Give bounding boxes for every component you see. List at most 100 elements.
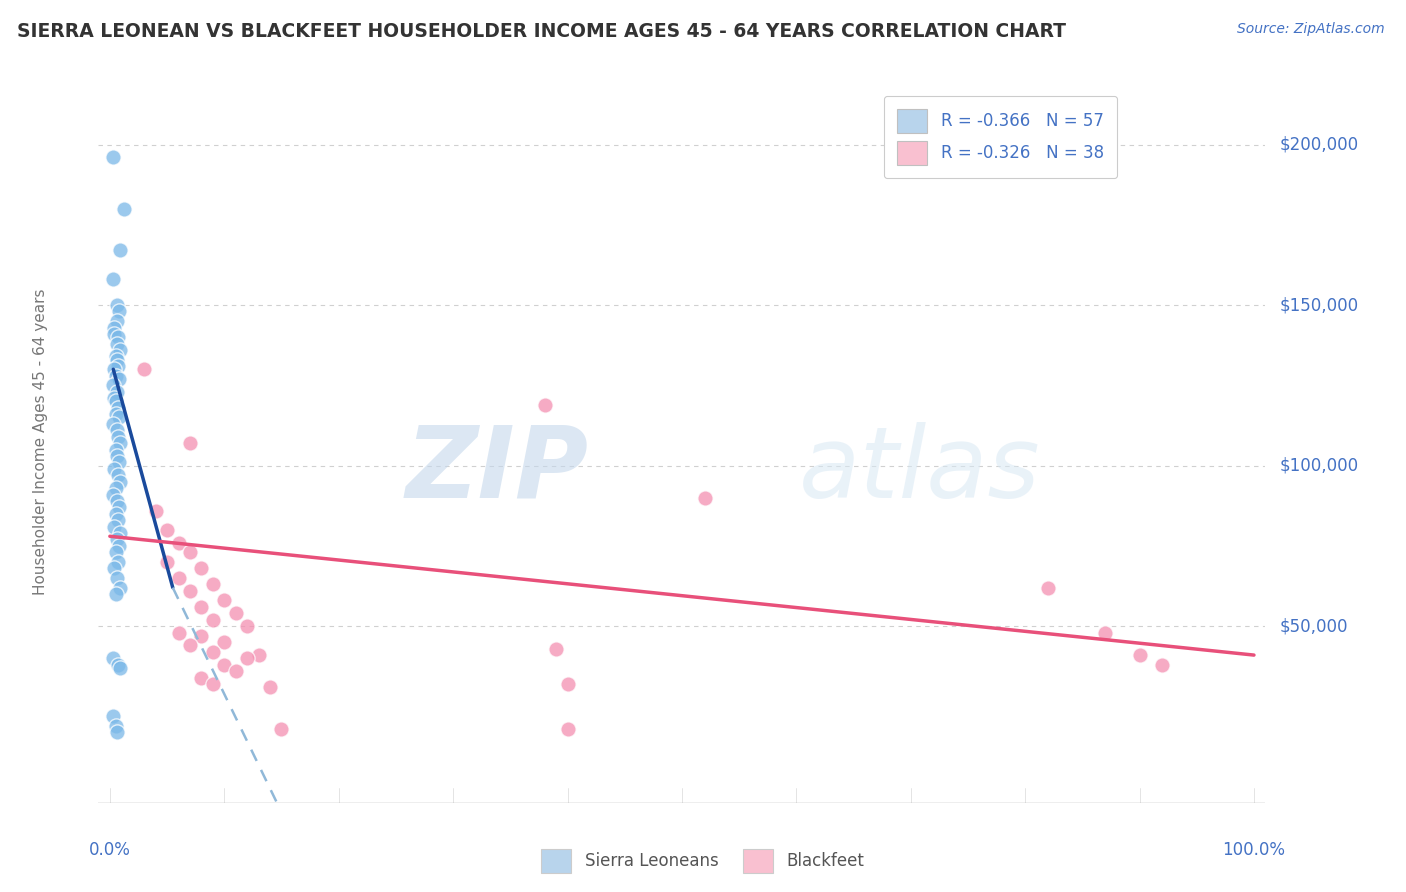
Point — [103, 462, 125, 476]
Point — [214, 593, 236, 607]
Text: Householder Income Ages 45 - 64 years: Householder Income Ages 45 - 64 years — [32, 288, 48, 595]
Point — [107, 657, 129, 672]
Point — [104, 481, 127, 495]
Point — [156, 523, 179, 537]
Point — [108, 244, 131, 258]
Point — [214, 657, 236, 672]
Point — [179, 583, 201, 598]
Point — [108, 581, 131, 595]
Point — [236, 651, 259, 665]
Point — [270, 722, 292, 736]
Point — [179, 436, 201, 450]
Point — [104, 407, 127, 421]
Text: 0.0%: 0.0% — [89, 841, 131, 859]
Text: 100.0%: 100.0% — [1222, 841, 1285, 859]
Point — [105, 298, 128, 312]
Point — [103, 561, 125, 575]
Point — [107, 430, 129, 444]
Point — [105, 533, 128, 547]
Point — [103, 362, 125, 376]
Point — [104, 545, 127, 559]
Point — [179, 639, 201, 653]
Point — [1152, 657, 1174, 672]
Point — [201, 677, 224, 691]
Legend: R = -0.366   N = 57, R = -0.326   N = 38: R = -0.366 N = 57, R = -0.326 N = 38 — [884, 95, 1116, 178]
Point — [1094, 625, 1116, 640]
Point — [108, 343, 131, 357]
Point — [107, 359, 129, 373]
Point — [557, 677, 579, 691]
Point — [105, 352, 128, 367]
Point — [108, 410, 131, 425]
Point — [190, 561, 212, 575]
Legend: Sierra Leoneans, Blackfeet: Sierra Leoneans, Blackfeet — [534, 842, 872, 880]
Point — [544, 641, 567, 656]
Point — [156, 555, 179, 569]
Point — [108, 539, 131, 553]
Point — [103, 320, 125, 334]
Point — [103, 150, 125, 164]
Point — [201, 613, 224, 627]
Point — [103, 417, 125, 431]
Point — [107, 468, 129, 483]
Point — [105, 449, 128, 463]
Point — [105, 336, 128, 351]
Point — [105, 314, 128, 328]
Point — [103, 487, 125, 501]
Point — [103, 272, 125, 286]
Point — [104, 719, 127, 733]
Point — [1036, 581, 1059, 595]
Point — [104, 368, 127, 383]
Point — [107, 513, 129, 527]
Point — [105, 494, 128, 508]
Point — [108, 304, 131, 318]
Point — [201, 645, 224, 659]
Point — [108, 500, 131, 515]
Point — [108, 661, 131, 675]
Point — [105, 423, 128, 437]
Point — [108, 436, 131, 450]
Point — [108, 372, 131, 386]
Point — [145, 503, 167, 517]
Text: $50,000: $50,000 — [1279, 617, 1348, 635]
Point — [105, 571, 128, 585]
Point — [107, 401, 129, 415]
Point — [225, 664, 247, 678]
Point — [103, 391, 125, 405]
Point — [104, 587, 127, 601]
Point — [108, 475, 131, 489]
Point — [1128, 648, 1150, 662]
Point — [190, 671, 212, 685]
Point — [533, 398, 555, 412]
Point — [179, 545, 201, 559]
Point — [225, 607, 247, 621]
Point — [104, 394, 127, 409]
Text: $100,000: $100,000 — [1279, 457, 1358, 475]
Point — [190, 629, 212, 643]
Point — [104, 442, 127, 457]
Text: $150,000: $150,000 — [1279, 296, 1358, 314]
Point — [557, 722, 579, 736]
Point — [190, 599, 212, 614]
Point — [134, 362, 156, 376]
Point — [112, 202, 135, 216]
Point — [167, 535, 190, 549]
Point — [107, 330, 129, 344]
Text: SIERRA LEONEAN VS BLACKFEET HOUSEHOLDER INCOME AGES 45 - 64 YEARS CORRELATION CH: SIERRA LEONEAN VS BLACKFEET HOUSEHOLDER … — [17, 22, 1066, 41]
Point — [201, 577, 224, 591]
Point — [247, 648, 270, 662]
Text: atlas: atlas — [799, 422, 1040, 519]
Text: $200,000: $200,000 — [1279, 136, 1358, 153]
Text: Source: ZipAtlas.com: Source: ZipAtlas.com — [1237, 22, 1385, 37]
Point — [693, 491, 716, 505]
Point — [214, 635, 236, 649]
Point — [167, 571, 190, 585]
Point — [103, 519, 125, 533]
Point — [167, 625, 190, 640]
Point — [104, 350, 127, 364]
Point — [259, 680, 281, 694]
Point — [108, 455, 131, 469]
Point — [236, 619, 259, 633]
Text: ZIP: ZIP — [405, 422, 589, 519]
Point — [103, 709, 125, 723]
